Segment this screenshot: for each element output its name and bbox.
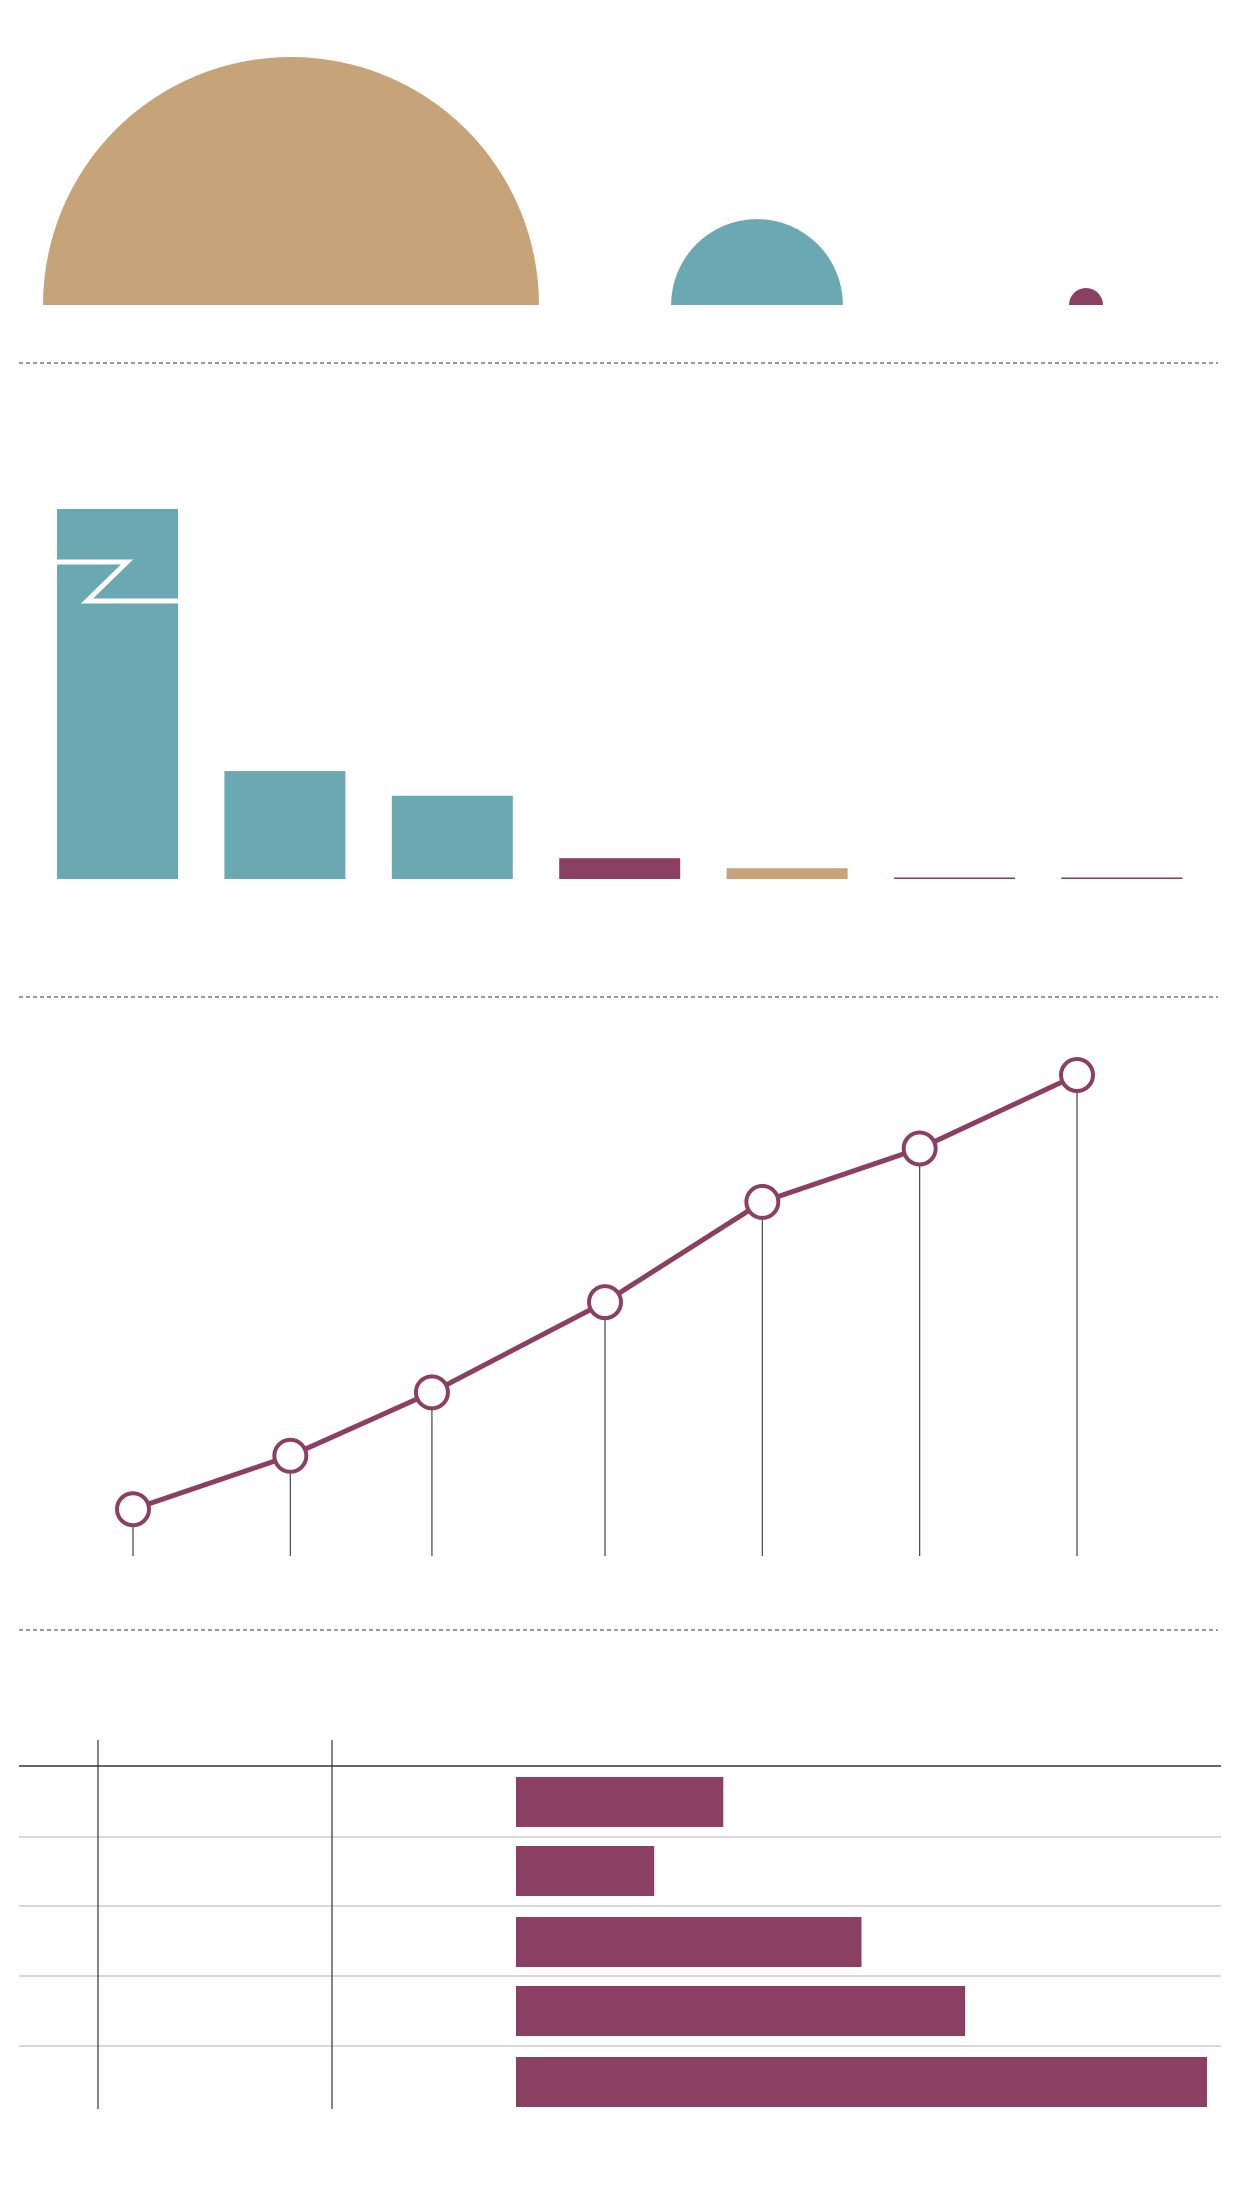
- marker: [413, 1374, 450, 1411]
- table-bar: [516, 1986, 966, 2036]
- marker: [272, 1437, 309, 1474]
- bar: [726, 868, 848, 879]
- marker: [587, 1284, 623, 1321]
- marker: [901, 1130, 938, 1167]
- axis-break: [57, 559, 178, 604]
- bar: [559, 858, 681, 879]
- table-bar: [516, 1917, 862, 1967]
- semicircle: [43, 57, 539, 305]
- bar: [894, 877, 1015, 879]
- table-bar: [516, 1846, 655, 1896]
- semicircle: [1068, 287, 1104, 305]
- marker: [115, 1491, 151, 1528]
- marker: [744, 1183, 781, 1220]
- semicircle: [671, 219, 843, 305]
- table-bar: [516, 2057, 1207, 2107]
- table-bar: [516, 1777, 724, 1827]
- bar: [1061, 877, 1183, 879]
- marker: [1059, 1057, 1095, 1093]
- bar: [224, 771, 346, 879]
- bar: [391, 795, 513, 879]
